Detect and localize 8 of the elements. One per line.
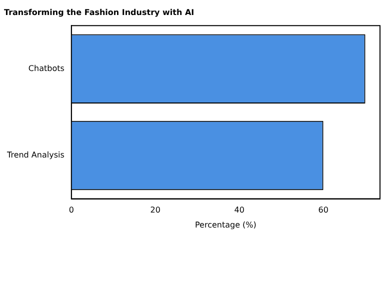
chart-title: Transforming the Fashion Industry with AI [4,8,194,17]
y-tick-label: Trend Analysis [6,150,64,160]
x-tick-label: 20 [150,206,160,215]
x-tick-label: 0 [68,206,74,215]
y-tick-label: Chatbots [28,64,64,73]
x-tick-label: 60 [318,206,328,215]
x-axis-title: Percentage (%) [195,220,256,230]
x-tick-label: 40 [234,206,244,215]
